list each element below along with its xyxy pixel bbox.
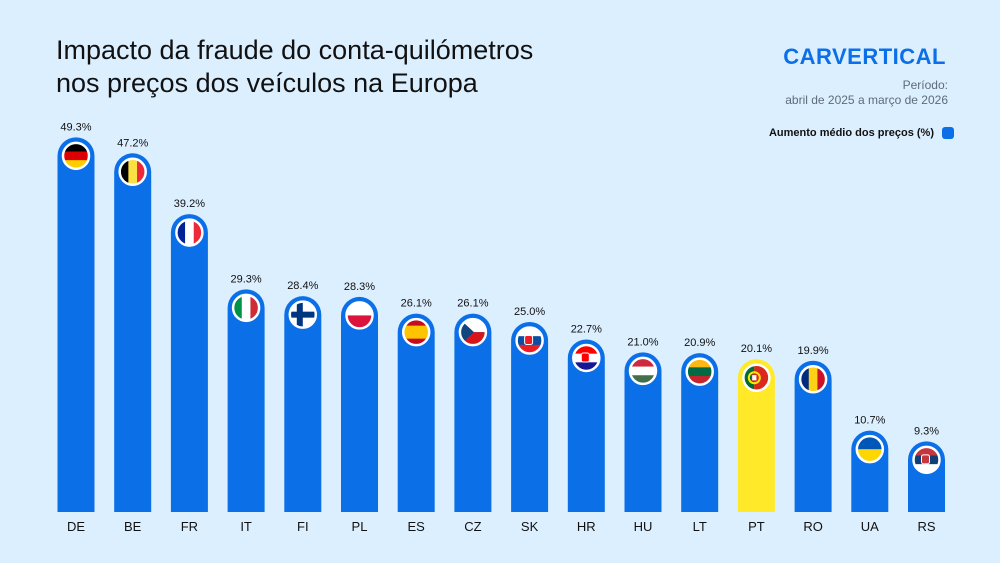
category-label-ro: RO bbox=[803, 519, 823, 534]
bar-cz bbox=[454, 313, 492, 512]
category-label-lt: LT bbox=[693, 519, 707, 534]
italy-flag-icon bbox=[233, 294, 260, 321]
value-label-de: 49.3% bbox=[60, 121, 91, 133]
flag-ring bbox=[345, 301, 374, 330]
bar-es bbox=[397, 313, 435, 512]
flag-ring bbox=[61, 141, 91, 171]
chart-title-line-1: Impacto da fraude do conta-quilómetros bbox=[56, 35, 534, 65]
bar-fr bbox=[170, 214, 208, 512]
category-label-rs: RS bbox=[917, 519, 935, 534]
bar-pt bbox=[737, 359, 775, 512]
spain-flag-icon bbox=[403, 319, 430, 346]
romania-flag-icon bbox=[800, 366, 827, 393]
category-label-it: IT bbox=[240, 519, 252, 534]
ukraine-flag-icon bbox=[856, 436, 883, 463]
category-label-pl: PL bbox=[352, 519, 368, 534]
value-label-hr: 22.7% bbox=[571, 323, 602, 335]
bar-sk bbox=[511, 322, 549, 512]
france-flag-icon bbox=[176, 219, 203, 246]
flag-ring bbox=[572, 343, 601, 373]
hungary-flag-icon bbox=[630, 357, 656, 384]
category-label-hu: HU bbox=[634, 519, 653, 534]
poland-flag-icon bbox=[346, 302, 373, 329]
value-label-be: 47.2% bbox=[117, 137, 148, 149]
legend-swatch bbox=[942, 127, 954, 139]
flag-ring bbox=[798, 365, 828, 394]
bar-pl bbox=[341, 296, 378, 512]
period-range: abril de 2025 a março de 2026 bbox=[785, 93, 948, 107]
flag-ring bbox=[231, 293, 261, 323]
flag-ring bbox=[118, 157, 147, 187]
value-label-it: 29.3% bbox=[230, 273, 261, 285]
flag-ring bbox=[912, 445, 941, 475]
legend-label: Aumento médio dos preços (%) bbox=[768, 127, 934, 139]
chart-title-line-2: nos preços dos veículos na Europa bbox=[56, 68, 478, 98]
flag-ring bbox=[855, 434, 885, 464]
value-label-fr: 39.2% bbox=[174, 198, 205, 210]
value-label-es: 26.1% bbox=[401, 298, 432, 310]
category-label-de: DE bbox=[67, 519, 85, 534]
value-label-ua: 10.7% bbox=[854, 415, 885, 427]
value-label-ro: 19.9% bbox=[797, 345, 828, 357]
slovakia-flag-icon bbox=[516, 327, 543, 354]
bar-lt bbox=[681, 353, 719, 512]
chart-legend: Aumento médio dos preços (%) bbox=[769, 127, 954, 139]
flag-ring bbox=[742, 363, 771, 392]
value-label-pt: 20.1% bbox=[741, 343, 772, 355]
bar-de bbox=[57, 137, 95, 513]
flag-ring bbox=[628, 356, 658, 386]
bar-it bbox=[227, 289, 265, 512]
category-label-be: BE bbox=[124, 519, 142, 534]
value-label-cz: 26.1% bbox=[457, 298, 488, 310]
value-label-rs: 9.3% bbox=[914, 425, 939, 437]
flag-ring bbox=[401, 317, 431, 347]
croatia-flag-icon bbox=[573, 344, 600, 371]
flag-ring bbox=[515, 326, 544, 355]
bar-hr bbox=[567, 339, 605, 512]
bar-hu bbox=[624, 352, 662, 512]
lithuania-flag-icon bbox=[686, 358, 713, 385]
category-label-fr: FR bbox=[181, 519, 198, 534]
czechia-flag-icon bbox=[459, 319, 486, 346]
value-label-sk: 25.0% bbox=[514, 306, 545, 318]
flag-ring bbox=[458, 317, 488, 347]
category-label-sk: SK bbox=[521, 519, 539, 534]
value-label-fi: 28.4% bbox=[287, 280, 318, 292]
category-label-fi: FI bbox=[297, 519, 309, 534]
category-label-ua: UA bbox=[861, 519, 879, 534]
carvertical-logo: CARVERTICAL bbox=[783, 44, 946, 69]
bar-fi bbox=[284, 296, 322, 512]
flag-ring bbox=[685, 357, 714, 386]
period-label: Período: bbox=[902, 78, 948, 92]
category-label-cz: CZ bbox=[464, 519, 481, 534]
period-note: Período: abril de 2025 a março de 2026 bbox=[785, 78, 948, 108]
category-label-es: ES bbox=[408, 519, 426, 534]
value-label-hu: 21.0% bbox=[627, 336, 658, 348]
bar-be bbox=[114, 153, 152, 512]
bar-ro bbox=[794, 360, 832, 512]
belgium-flag-icon bbox=[119, 158, 146, 185]
value-label-pl: 28.3% bbox=[344, 281, 375, 293]
chart-title: Impacto da fraude do conta-quilómetros n… bbox=[56, 34, 533, 100]
germany-flag-icon bbox=[63, 142, 89, 169]
flag-ring bbox=[175, 218, 204, 247]
flag-ring bbox=[288, 300, 318, 329]
portugal-flag-icon bbox=[743, 364, 770, 391]
category-label-pt: PT bbox=[748, 519, 765, 534]
value-label-lt: 20.9% bbox=[684, 337, 715, 349]
serbia-flag-icon bbox=[913, 446, 940, 473]
category-label-hr: HR bbox=[577, 519, 596, 534]
